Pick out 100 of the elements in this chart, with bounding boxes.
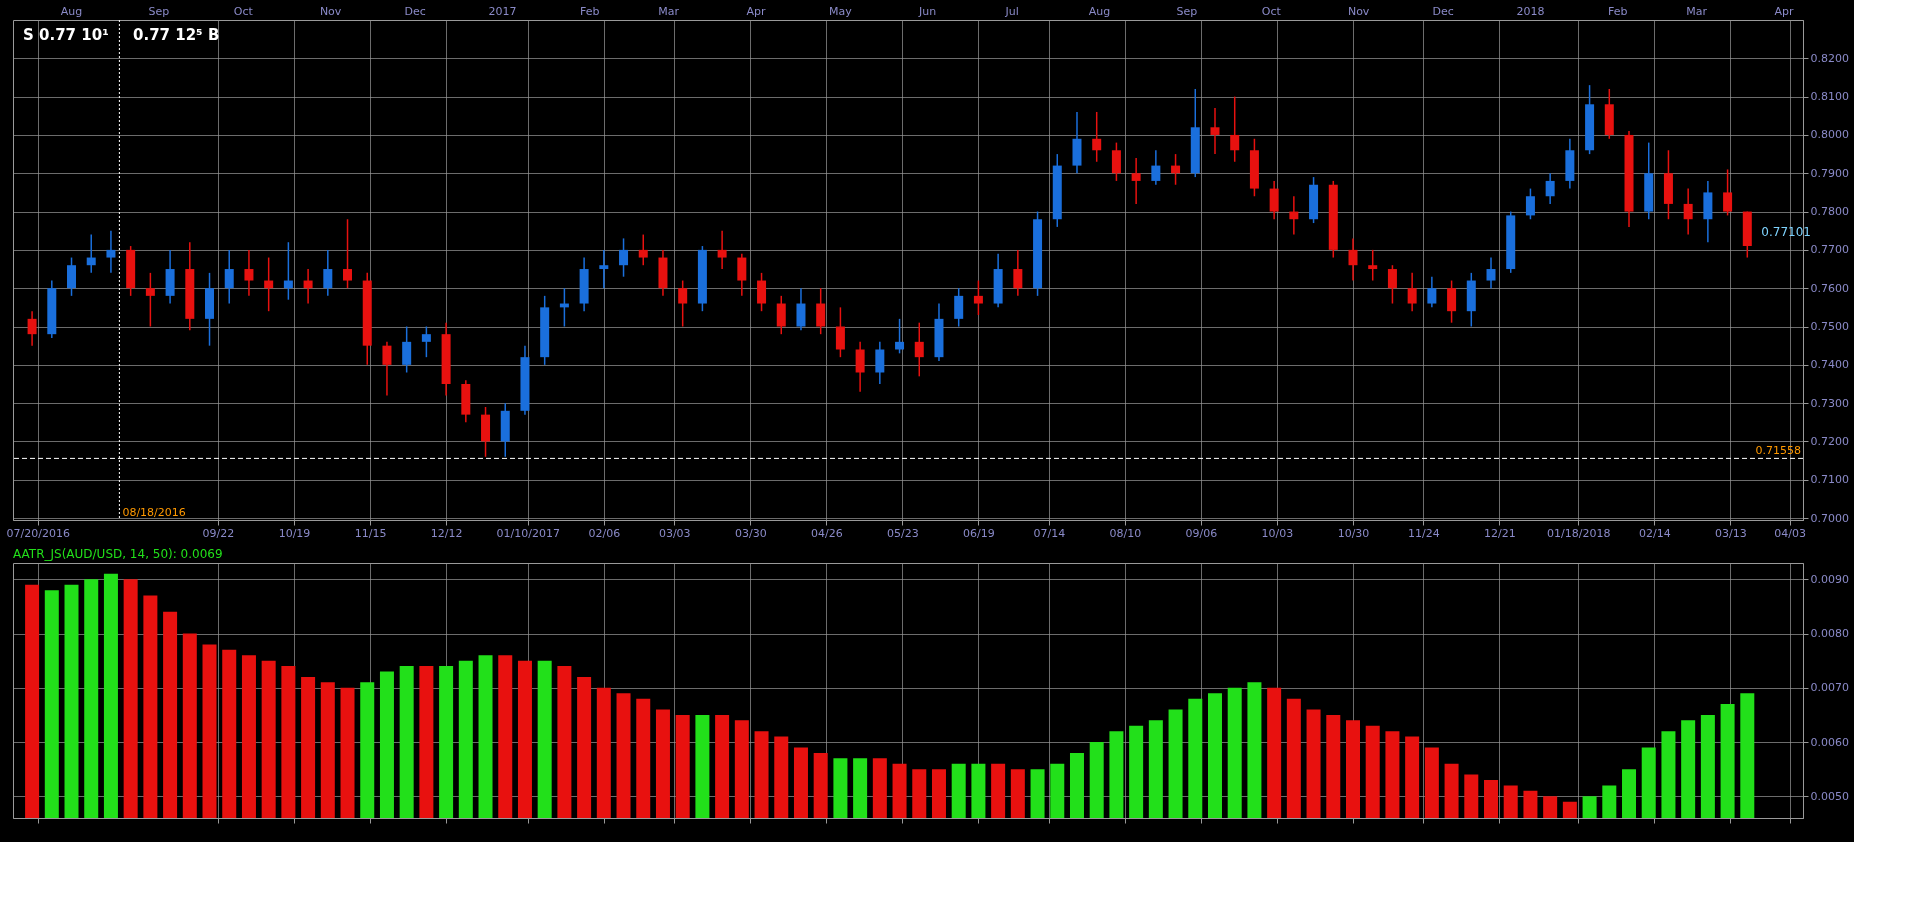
- y-tick-label: 0.8100: [1810, 90, 1849, 104]
- x-tick-label: 11/15: [354, 526, 387, 540]
- y-tick-label: 0.7800: [1810, 205, 1849, 219]
- ref-line-label: 08/18/2016: [122, 506, 186, 519]
- candlestick: [1525, 187, 1535, 220]
- y-tick-label: 0.7700: [1810, 243, 1849, 257]
- candlestick: [1092, 111, 1102, 163]
- candlestick: [796, 287, 806, 332]
- candlestick: [303, 268, 313, 305]
- y-tick-label: 0.0060: [1810, 735, 1849, 749]
- x2-tick-label: Dec: [404, 5, 426, 18]
- x2-tick-label: Sep: [1176, 5, 1198, 18]
- x-tick-label: 01/18/2018: [1547, 526, 1611, 540]
- candlestick: [402, 325, 412, 374]
- candlestick: [1387, 264, 1397, 305]
- x-tick-label: 03/30: [734, 526, 767, 540]
- candlestick: [145, 272, 155, 328]
- candlestick: [855, 341, 865, 393]
- x2-tick-label: Oct: [233, 5, 254, 18]
- candlestick: [954, 287, 964, 328]
- x2-tick-label: Apr: [746, 5, 766, 18]
- candlestick: [283, 241, 293, 301]
- candlestick: [323, 249, 333, 297]
- candlestick: [421, 325, 431, 358]
- x-tick-label: 09/06: [1185, 526, 1218, 540]
- annotation: S 0.77 10¹: [23, 26, 109, 44]
- candlestick: [619, 237, 629, 278]
- candlestick: [1013, 249, 1023, 297]
- candlestick: [1486, 256, 1496, 289]
- candlestick: [1407, 272, 1417, 312]
- candlestick: [382, 341, 392, 397]
- candlestick: [27, 310, 37, 347]
- x-tick-label: 12/21: [1484, 526, 1516, 540]
- candlestick: [1151, 149, 1161, 186]
- x-tick-label: 07/20/2016: [6, 526, 70, 540]
- candlestick: [1171, 153, 1181, 186]
- candlestick: [1368, 249, 1378, 282]
- y-tick-label: 0.7500: [1810, 320, 1849, 334]
- annotation: 0.77 12⁵ B: [133, 26, 220, 44]
- x2-tick-label: Jun: [918, 5, 937, 18]
- x-tick-label: 07/14: [1033, 526, 1066, 540]
- candlestick: [1131, 157, 1141, 205]
- x2-tick-label: May: [829, 5, 853, 18]
- x2-tick-label: Jul: [1004, 5, 1019, 18]
- x-tick-label: 10/30: [1337, 526, 1370, 540]
- x2-tick-label: Mar: [658, 5, 680, 18]
- candlestick: [895, 318, 905, 355]
- x2-tick-label: Apr: [1774, 5, 1794, 18]
- candlestick: [1545, 172, 1555, 205]
- candlestick: [875, 341, 885, 385]
- candlestick: [737, 252, 747, 297]
- x-tick-label: 02/06: [588, 526, 621, 540]
- x-tick-label: 08/10: [1109, 526, 1142, 540]
- x-tick-label: 03/03: [658, 526, 691, 540]
- y-tick-label: 0.7900: [1810, 166, 1849, 180]
- x2-tick-label: Aug: [1088, 5, 1111, 18]
- y-tick-label: 0.0080: [1810, 627, 1849, 641]
- candlestick: [757, 272, 767, 312]
- x-tick-label: 04/03: [1774, 526, 1806, 540]
- x-tick-label: 02/14: [1639, 526, 1671, 540]
- candlestick: [86, 233, 96, 274]
- x-tick-label: 03/13: [1715, 526, 1747, 540]
- x-tick-label: 06/19: [963, 526, 995, 540]
- x-tick-label: 05/23: [887, 526, 919, 540]
- x2-tick-label: Feb: [1608, 5, 1628, 18]
- x2-tick-label: Nov: [319, 5, 342, 18]
- y-tick-label: 0.7600: [1810, 281, 1849, 295]
- candlestick: [343, 218, 353, 289]
- x-tick-label: 10/03: [1261, 526, 1294, 540]
- candlestick: [244, 249, 254, 297]
- candlestick: [1683, 187, 1693, 236]
- candlestick: [106, 229, 116, 274]
- candlestick: [678, 279, 688, 328]
- candlestick: [973, 279, 983, 316]
- x-tick-label: 11/24: [1408, 526, 1440, 540]
- candlestick: [835, 306, 845, 358]
- y-tick-label: 0.8000: [1810, 128, 1849, 142]
- x2-tick-label: Aug: [60, 5, 83, 18]
- candlestick: [776, 295, 786, 335]
- candlestick: [717, 229, 727, 270]
- x-tick-label: 12/12: [430, 526, 463, 540]
- y-tick-label: 0.7300: [1810, 396, 1849, 410]
- candlestick: [914, 321, 924, 378]
- x2-tick-label: Feb: [580, 5, 600, 18]
- candlestick: [1289, 195, 1299, 236]
- y-tick-label: 0.7000: [1810, 511, 1849, 525]
- candlestick: [1210, 107, 1220, 155]
- candlestick: [816, 287, 826, 335]
- candlestick: [1230, 95, 1240, 163]
- candlestick: [599, 249, 609, 289]
- candlestick: [1111, 141, 1121, 182]
- y-tick-label: 0.7400: [1810, 358, 1849, 372]
- candlestick: [1427, 275, 1437, 309]
- x2-tick-label: Oct: [1261, 5, 1282, 18]
- candlestick: [264, 256, 274, 312]
- candlestick: [1447, 279, 1457, 324]
- y-tick-label: 0.0050: [1810, 789, 1849, 803]
- candlestick: [1723, 168, 1733, 217]
- ref-line-label: 0.71558: [1755, 444, 1801, 458]
- candlestick: [638, 233, 648, 266]
